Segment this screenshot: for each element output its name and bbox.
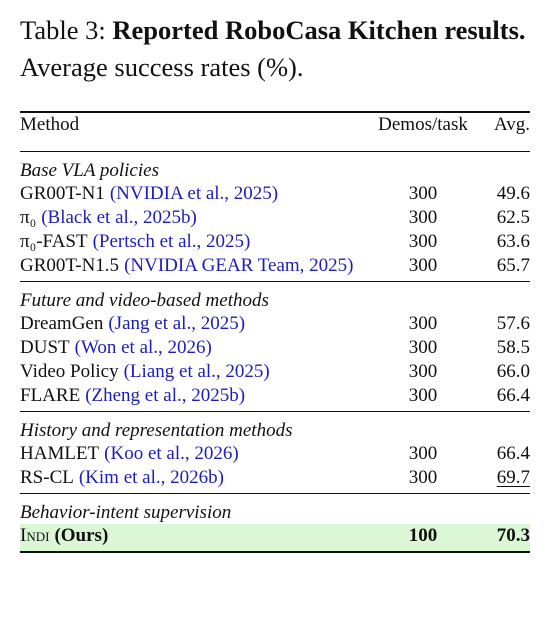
- demos-cell: 300: [408, 313, 438, 334]
- group-name: Behavior-intent supervision: [20, 502, 232, 523]
- demos-cell: 300: [408, 255, 438, 276]
- method-cell: DUST (Won et al., 2026): [20, 336, 358, 360]
- avg-cell: 57.6: [488, 312, 530, 336]
- method-cell: π₀ (Black et al., 2025b): [20, 206, 358, 230]
- table-row: RS-CL (Kim et al., 2026b) 300 69.7: [20, 466, 530, 494]
- column-header: Demos/task: [378, 114, 468, 135]
- table-row: FLARE (Zheng et al., 2025b) 300 66.4: [20, 384, 530, 412]
- table-row: Indi (Ours) 100 70.3: [20, 524, 530, 552]
- avg-value: 66.4: [496, 385, 530, 406]
- avg-value: 66.4: [496, 443, 530, 464]
- citation: (Jang et al., 2025): [108, 313, 246, 334]
- results-table: Method Demos/task Avg. Base VLA policies…: [20, 111, 530, 553]
- demos-cell: 300: [408, 337, 438, 358]
- citation: (Zheng et al., 2025b): [85, 385, 246, 406]
- method-cell: π₀-FAST (Pertsch et al., 2025): [20, 230, 358, 254]
- avg-value: 63.6: [496, 231, 530, 252]
- table-row: Video Policy (Liang et al., 2025) 300 66.0: [20, 360, 530, 384]
- demos-cell: 100: [408, 525, 438, 546]
- avg-value: 58.5: [496, 337, 530, 358]
- avg-cell: 66.4: [488, 442, 530, 466]
- column-header: Method: [20, 114, 80, 135]
- group-name: History and representation methods: [20, 420, 293, 441]
- table-row: π₀ (Black et al., 2025b) 300 62.5: [20, 206, 530, 230]
- method-cell: Video Policy (Liang et al., 2025): [20, 360, 358, 384]
- demos-cell: 300: [408, 443, 438, 464]
- table-row: HAMLET (Koo et al., 2026) 300 66.4: [20, 442, 530, 466]
- method-name: Indi: [20, 525, 50, 546]
- column-header: Avg.: [493, 114, 530, 135]
- demos-cell: 300: [408, 207, 438, 228]
- avg-value: 62.5: [496, 207, 530, 228]
- method-name: RS-CL: [20, 467, 74, 488]
- method-cell: Indi (Ours): [20, 524, 358, 552]
- avg-cell: 65.7: [488, 254, 530, 282]
- method-cell: HAMLET (Koo et al., 2026): [20, 442, 358, 466]
- demos-cell: 300: [408, 231, 438, 252]
- group-row: Future and video-based methods: [20, 281, 530, 313]
- citation: (Won et al., 2026): [74, 337, 212, 358]
- caption: Table 3: Reported RoboCasa Kitchen re­su…: [20, 12, 532, 86]
- group-row: Base VLA policies: [20, 152, 530, 183]
- caption-text: Average success rates (%).: [20, 52, 304, 82]
- method-cell: GR00T-N1.5 (NVIDIA GEAR Team, 2025): [20, 254, 358, 282]
- avg-cell: 63.6: [488, 230, 530, 254]
- group-row: History and representation methods: [20, 411, 530, 443]
- caption-label: Table 3:: [20, 15, 106, 45]
- table-row: GR00T-N1 (NVIDIA et al., 2025) 300 49.6: [20, 182, 530, 206]
- avg-cell: 66.4: [488, 384, 530, 412]
- citation: (NVIDIA GEAR Team, 2025): [124, 255, 354, 276]
- avg-cell: 58.5: [488, 336, 530, 360]
- demos-cell: 300: [408, 385, 438, 406]
- avg-cell: 69.7: [488, 466, 530, 494]
- citation: (Pertsch et al., 2025): [92, 231, 251, 252]
- method-cell: DreamGen (Jang et al., 2025): [20, 312, 358, 336]
- avg-cell: 66.0: [488, 360, 530, 384]
- demos-cell: 300: [408, 183, 438, 204]
- table-body: Base VLA policies GR00T-N1 (NVIDIA et al.,…: [20, 152, 530, 552]
- avg-value: 49.6: [496, 183, 530, 204]
- citation: (Liang et al., 2025): [123, 361, 270, 382]
- header-row: Method Demos/task Avg.: [20, 112, 530, 152]
- caption-title: Reported RoboCasa Kitchen re­sults.: [112, 15, 526, 45]
- method-cell: RS-CL (Kim et al., 2026b): [20, 466, 358, 494]
- method-name: GR00T-N1: [20, 183, 105, 204]
- group-name: Base VLA policies: [20, 160, 159, 181]
- avg-cell: 70.3: [488, 524, 530, 552]
- avg-cell: 49.6: [488, 182, 530, 206]
- method-cell: GR00T-N1 (NVIDIA et al., 2025): [20, 182, 358, 206]
- method-name: GR00T-N1.5: [20, 255, 120, 276]
- table-row: DUST (Won et al., 2026) 300 58.5: [20, 336, 530, 360]
- avg-value: 69.7: [496, 467, 530, 488]
- table-row: DreamGen (Jang et al., 2025) 300 57.6: [20, 312, 530, 336]
- citation: (Koo et al., 2026): [104, 443, 239, 464]
- method-name: FLARE: [20, 385, 81, 406]
- avg-value: 66.0: [496, 361, 530, 382]
- table-row: GR00T-N1.5 (NVIDIA GEAR Team, 2025) 300 65.…: [20, 254, 530, 282]
- group-row: Behavior-intent supervision: [20, 493, 530, 525]
- method-name: π₀-FAST: [20, 231, 88, 252]
- avg-cell: 62.5: [488, 206, 530, 230]
- avg-value: 65.7: [496, 255, 530, 276]
- table-header: Method Demos/task Avg.: [20, 112, 530, 152]
- citation: (Black et al., 2025b): [41, 207, 197, 228]
- citation: (NVIDIA et al., 2025): [109, 183, 279, 204]
- avg-value: 70.3: [496, 525, 530, 546]
- avg-value: 57.6: [496, 313, 530, 334]
- method-name: π₀: [20, 207, 37, 228]
- method-cell: FLARE (Zheng et al., 2025b): [20, 384, 358, 412]
- demos-cell: 300: [408, 361, 438, 382]
- method-name: DreamGen: [20, 313, 104, 334]
- group-name: Future and video-based methods: [20, 290, 269, 311]
- table-row: π₀-FAST (Pertsch et al., 2025) 300 63.6: [20, 230, 530, 254]
- method-note: (Ours): [54, 525, 109, 546]
- demos-cell: 300: [408, 467, 438, 488]
- citation: (Kim et al., 2026b): [78, 467, 224, 488]
- method-name: HAMLET: [20, 443, 100, 464]
- method-name: DUST: [20, 337, 70, 358]
- method-name: Video Policy: [20, 361, 119, 382]
